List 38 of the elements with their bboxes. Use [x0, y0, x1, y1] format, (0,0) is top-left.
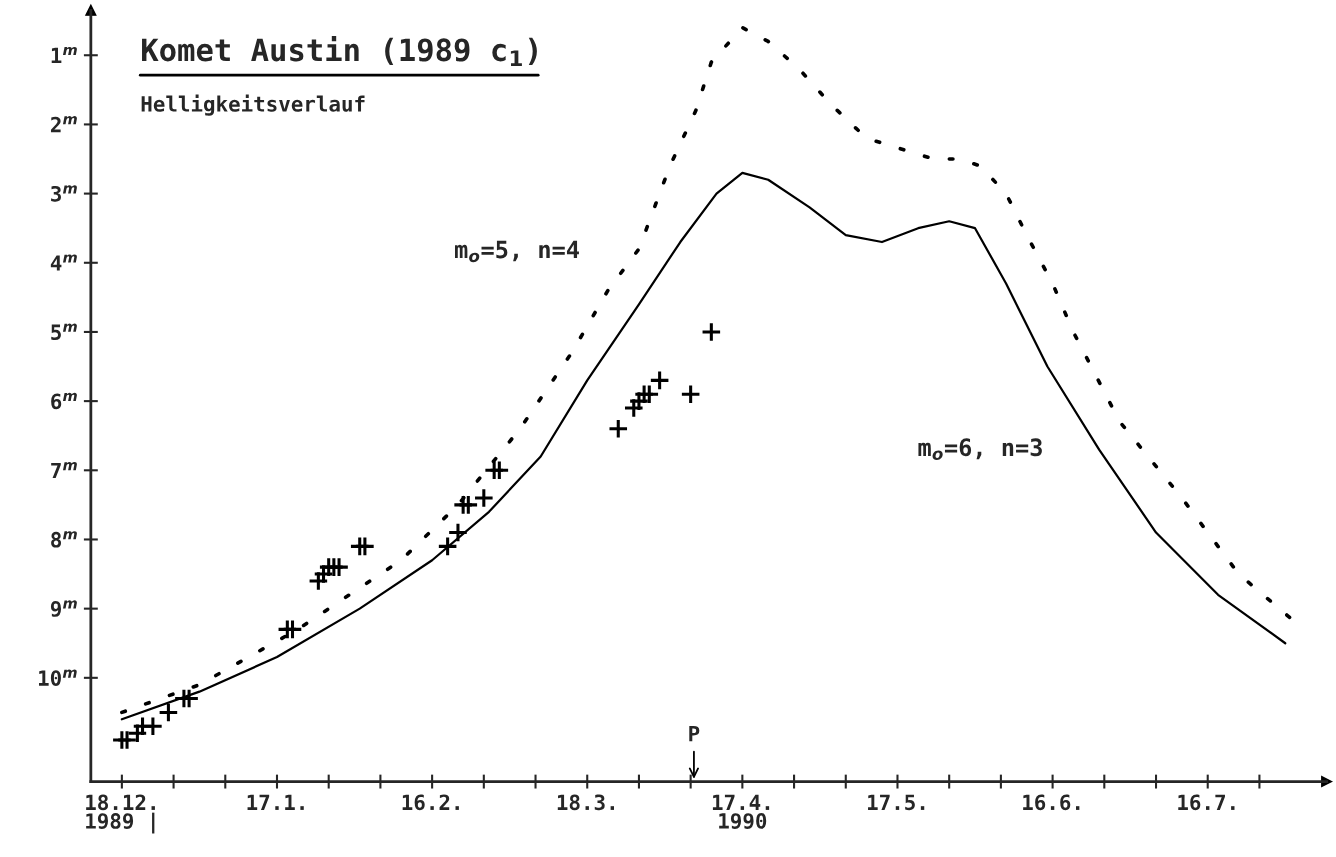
y-tick-label: 10$^{m}$ [39, 669, 77, 686]
point [437, 536, 458, 557]
point [328, 556, 350, 578]
y-tick-label: 7$^{m}$ [51, 461, 77, 479]
x-tick-label: 18.3. [557, 794, 615, 811]
point [680, 383, 701, 405]
y-tick-label: 9$^{m}$ [50, 600, 77, 617]
point [473, 487, 495, 509]
annotation: P [689, 725, 700, 742]
point [354, 536, 376, 557]
y-tick-label: 6$^{m}$ [51, 392, 77, 410]
y-tick-label: 1$^{m}$ [51, 46, 77, 64]
y-tick-label: 4$^{m}$ [50, 254, 77, 271]
point [701, 321, 722, 343]
point [158, 702, 179, 723]
y-tick-label: 2$^{m}$ [50, 116, 77, 133]
x-tick-label: 16.6. [1023, 794, 1080, 811]
text: Helligkeitsverlauf [141, 94, 365, 116]
y-tick-label: 8$^{m}$ [51, 531, 77, 548]
point [489, 459, 510, 481]
x-tick-label: 17.5. [868, 794, 925, 811]
point [282, 619, 303, 640]
point [142, 715, 164, 737]
series-label: m$_{o}$=6, n=3 [918, 438, 1042, 460]
y-tick-label: 3$^{m}$ [51, 185, 77, 202]
point [447, 522, 469, 543]
x-tick-label: 17.1. [247, 794, 304, 810]
x-tick-label: 16.2. [402, 794, 459, 811]
line-series [120, 171, 1287, 721]
point [607, 418, 629, 440]
point [649, 370, 670, 391]
y-tick-label: 5$^{m}$ [51, 323, 77, 341]
x-tick-label: 16.7. [1178, 794, 1235, 811]
x-tick-label: 18.12. 1989 | [86, 794, 155, 834]
x-tick-label: 17.4. 1990 [712, 794, 770, 829]
series-label: m$_{o}$=5, n=4 [455, 240, 579, 263]
point [458, 494, 479, 516]
text: Komet Austin (1989 c$_{1}$) [142, 36, 537, 66]
